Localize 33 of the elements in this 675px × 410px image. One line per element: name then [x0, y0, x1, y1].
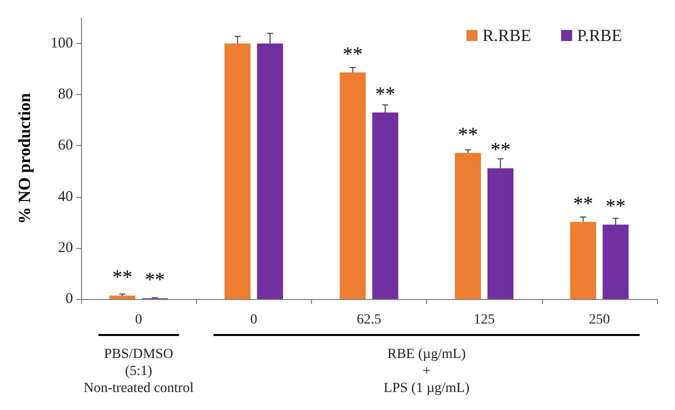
x-tick-label: 250 [588, 312, 610, 328]
data-label: ** [573, 192, 594, 215]
data-label: ** [458, 124, 478, 146]
y-tick-label: 80 [58, 86, 73, 103]
data-label: ** [606, 196, 626, 218]
bar [602, 224, 629, 299]
bar [372, 112, 398, 299]
bar [257, 44, 284, 299]
legend-label: R.RBE [482, 26, 532, 45]
text: RBE (µg/mL) + LPS (1 µg/mL) [384, 347, 470, 396]
bar [109, 296, 136, 299]
data-label: ** [490, 139, 510, 162]
bar [224, 44, 251, 299]
bar [487, 168, 514, 299]
data-label: ** [144, 269, 165, 292]
bar [570, 222, 596, 299]
data-label: ** [375, 84, 396, 106]
bar [340, 72, 366, 299]
legend-label: P.RBE [577, 26, 622, 45]
bar [454, 152, 481, 299]
y-tick-label: 0 [66, 291, 73, 307]
x-tick-label: 0 [250, 312, 258, 328]
data-label: ** [112, 266, 132, 289]
y-tick-label: 60 [58, 138, 73, 154]
y-tick-label: 20 [58, 240, 73, 256]
x-tick-label: 0 [135, 312, 142, 328]
y-tick-label: 100 [50, 36, 73, 52]
y-tick-label: 40 [58, 188, 73, 205]
x-tick-label: 62.5 [356, 312, 382, 328]
data-label: ** [342, 43, 363, 66]
x-tick-label: 125 [474, 312, 495, 328]
text: PBS/DMSO (5:1) Non-treated control [84, 347, 194, 396]
y-axis-title: % NO production [15, 92, 34, 224]
